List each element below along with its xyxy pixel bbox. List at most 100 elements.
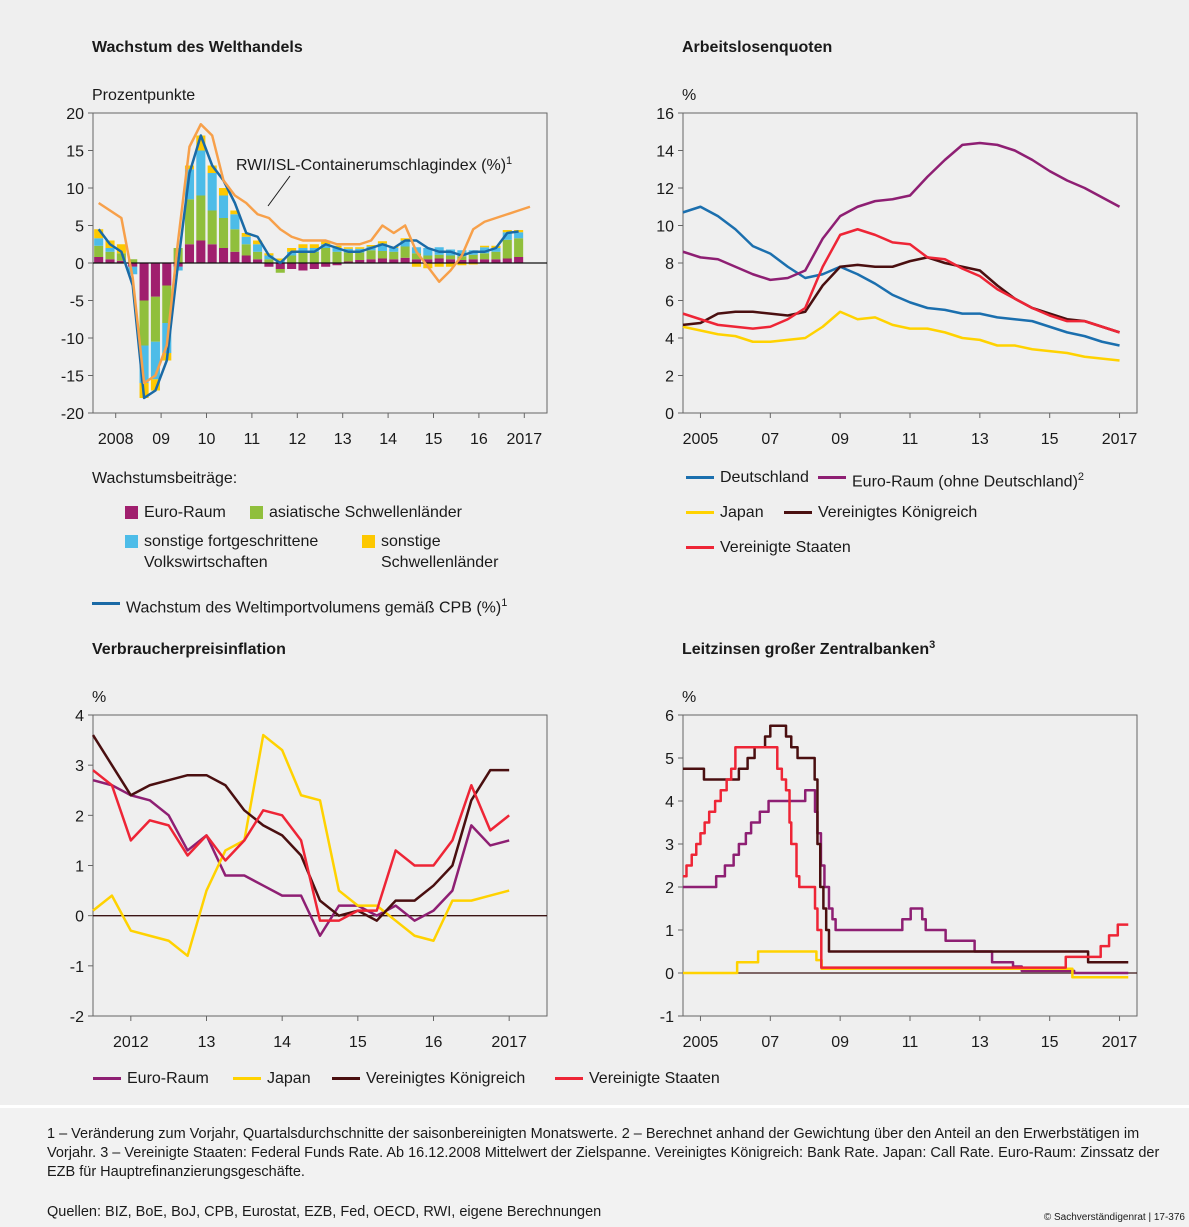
bar: [139, 345, 149, 383]
legend-item: Japan: [686, 502, 776, 523]
legend-text: sonstige fortgeschrittene Volkswirtschaf…: [144, 533, 319, 571]
legend-text: sonstige Schwellenländer: [381, 533, 499, 571]
legend-label: Vereinigtes Königreich: [366, 1068, 525, 1089]
y-tick-label: -20: [61, 406, 84, 423]
bar: [309, 244, 319, 248]
bar: [116, 244, 126, 254]
legend-title: Wachstumsbeiträge:: [92, 470, 238, 487]
legend-swatch: [250, 506, 263, 519]
legend-line: [332, 1077, 360, 1080]
legend-label: sonstige fortgeschrittene Volkswirtschaf…: [144, 531, 350, 573]
legend-label: Vereinigtes Königreich: [818, 502, 977, 523]
bar: [253, 240, 263, 245]
bar: [445, 259, 456, 263]
bar: [321, 248, 331, 263]
legend-item: Euro-Raum: [93, 1068, 223, 1089]
bar: [321, 240, 331, 245]
legend-label: Deutschland: [720, 467, 809, 488]
bar: [332, 248, 342, 252]
bar: [468, 263, 478, 265]
y-tick-label: -10: [61, 331, 84, 348]
bar: [128, 263, 138, 267]
x-tick-label: 10: [198, 431, 216, 448]
legend-text: Deutschland: [720, 469, 809, 486]
bar: [468, 259, 478, 263]
bar: [502, 232, 512, 240]
bar: [400, 246, 410, 258]
series-line: [91, 734, 510, 922]
legend-label: Euro-Raum: [127, 1068, 209, 1089]
footnote: 1 – Veränderung zum Vorjahr, Quartalsdur…: [47, 1126, 1160, 1180]
x-tick-label: 11: [902, 431, 919, 448]
legend-label: Wachstum des Weltimportvolumens gemäß CP…: [126, 593, 507, 618]
x-tick-label: 13: [971, 1034, 989, 1051]
legend-item: Vereinigtes Königreich: [784, 502, 1044, 523]
bar: [411, 263, 422, 267]
legend-item: sonstige fortgeschrittene Volkswirtschaf…: [125, 531, 350, 573]
plot-frame: [92, 714, 548, 1017]
bar: [423, 259, 433, 263]
series-line: [92, 769, 510, 922]
bar: [150, 263, 160, 297]
chart-title: Wachstum des Welthandels: [92, 39, 303, 56]
x-tick-label: 12: [288, 431, 306, 448]
x-tick-label: 2017: [507, 431, 543, 448]
y-tick-label: 5: [665, 751, 674, 768]
bar: [94, 257, 104, 263]
series-line: [683, 746, 1129, 969]
chart-title-text: Verbraucherpreisinflation: [92, 641, 286, 658]
y-tick-label: 2: [665, 369, 674, 386]
x-tick-label: 16: [470, 431, 488, 448]
bar: [298, 248, 308, 252]
bar: [253, 259, 263, 263]
series-line: [682, 141, 1121, 282]
x-tick-label: 16: [425, 1034, 443, 1051]
legend-text: Vereinigte Staaten: [720, 539, 851, 556]
series-line: [92, 733, 510, 958]
bar: [230, 251, 240, 263]
bar: [105, 248, 115, 252]
series-line: [92, 779, 510, 937]
y-tick-label: -2: [70, 1009, 84, 1026]
bar: [502, 258, 512, 263]
legend-line: [686, 546, 714, 549]
x-tick-label: 11: [902, 1034, 919, 1051]
y-tick-label: 14: [656, 144, 674, 161]
bar: [491, 259, 501, 263]
y-axis-label: Prozentpunkte: [92, 87, 195, 104]
bar: [264, 259, 274, 263]
y-tick-label: -5: [70, 294, 84, 311]
x-tick-label: 13: [334, 431, 352, 448]
y-tick-label: 15: [66, 144, 84, 161]
bar: [377, 251, 387, 259]
x-tick-label: 2005: [683, 1034, 719, 1051]
bar: [287, 251, 297, 256]
bar: [377, 243, 387, 251]
y-tick-label: 0: [75, 909, 84, 926]
bar: [128, 266, 138, 275]
y-axis-label: %: [682, 87, 696, 104]
bar: [105, 251, 115, 260]
bar: [94, 229, 104, 239]
bar: [207, 173, 217, 211]
bar: [253, 251, 263, 260]
x-tick-label: 15: [1041, 431, 1059, 448]
legend-text: Vereinigtes Königreich: [818, 504, 978, 521]
bar: [218, 188, 229, 196]
x-tick-label: 2017: [1102, 1034, 1138, 1051]
legend-swatch: [125, 535, 138, 548]
bar: [150, 296, 160, 342]
bar: [241, 233, 251, 237]
x-tick-label: 13: [971, 431, 989, 448]
footnote-marker: 2: [1077, 471, 1085, 483]
x-tick-label: 13: [198, 1034, 216, 1051]
bar: [275, 269, 285, 273]
bar: [355, 260, 365, 263]
y-tick-label: -1: [70, 959, 84, 976]
chart-title-text: Wachstum des Welthandels: [92, 39, 303, 56]
bar: [196, 135, 206, 151]
y-axis-label: %: [92, 689, 106, 706]
legend-line: [93, 1077, 121, 1080]
y-tick-label: 4: [665, 331, 674, 348]
